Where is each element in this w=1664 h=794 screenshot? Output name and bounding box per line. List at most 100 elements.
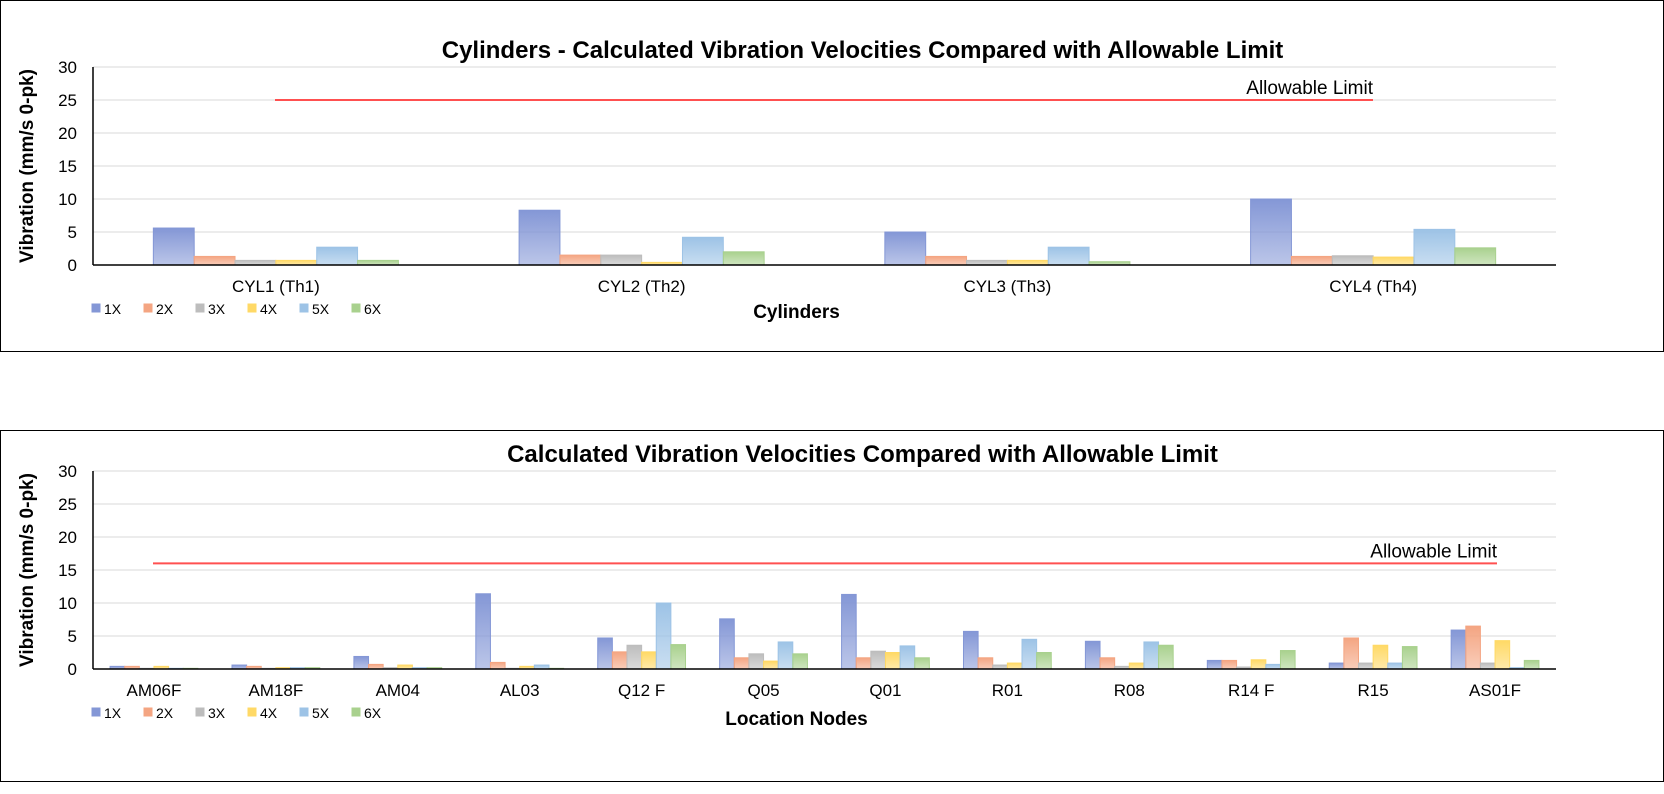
legend-swatch-6x bbox=[351, 707, 361, 717]
legend: 1X 2X 3X 4X 5X 6X bbox=[91, 705, 382, 721]
legend-label-5x: 5X bbox=[312, 705, 330, 721]
y-tick-label: 30 bbox=[58, 58, 77, 77]
bar-2x bbox=[1099, 657, 1116, 670]
bar-1x bbox=[962, 630, 979, 670]
y-axis-title: Vibration (mm/s 0-pk) bbox=[17, 69, 38, 263]
y-tick-label: 20 bbox=[58, 528, 77, 547]
location-nodes-chart-panel: Calculated Vibration Velocities Compared… bbox=[0, 430, 1664, 782]
x-category-label: R15 bbox=[1358, 681, 1389, 700]
bar-6x bbox=[1036, 652, 1052, 670]
x-category-label: Q01 bbox=[869, 681, 901, 700]
x-category-label: Q12 F bbox=[618, 681, 665, 700]
bar-4x bbox=[1250, 659, 1267, 670]
bar-4x bbox=[1372, 644, 1389, 670]
legend-swatch-3x bbox=[195, 707, 205, 717]
legend-label-3x: 3X bbox=[208, 301, 226, 317]
bar-2x bbox=[1221, 659, 1238, 670]
bar-3x bbox=[748, 653, 765, 670]
x-category-label: AL03 bbox=[500, 681, 540, 700]
legend-label-1x: 1X bbox=[104, 705, 122, 721]
bar-6x bbox=[1401, 646, 1418, 670]
bar-6x bbox=[722, 251, 765, 266]
bar-4x bbox=[1128, 662, 1145, 670]
x-category-label: R14 F bbox=[1228, 681, 1274, 700]
bar-2x bbox=[977, 657, 994, 670]
y-tick-label: 10 bbox=[58, 594, 77, 613]
legend-label-2x: 2X bbox=[156, 705, 174, 721]
bar-3x bbox=[1331, 255, 1374, 266]
x-category-label: CYL2 (Th2) bbox=[598, 277, 686, 296]
bar-4x bbox=[1372, 256, 1415, 266]
legend-swatch-6x bbox=[351, 303, 361, 313]
x-category-label: AS01F bbox=[1469, 681, 1521, 700]
x-category-label: CYL4 (Th4) bbox=[1329, 277, 1417, 296]
x-axis-title: Location Nodes bbox=[725, 709, 868, 730]
bar-5x bbox=[1143, 641, 1160, 670]
legend-swatch-2x bbox=[143, 707, 153, 717]
bar-1x bbox=[1250, 198, 1292, 266]
bar-group-as01f bbox=[1450, 625, 1540, 670]
legend-label-4x: 4X bbox=[260, 301, 278, 317]
bar-group-q05 bbox=[719, 618, 808, 670]
bar-1x bbox=[1328, 662, 1345, 670]
y-tick-label: 5 bbox=[68, 627, 77, 646]
bar-6x bbox=[1454, 247, 1497, 266]
chart-title: Cylinders - Calculated Vibration Velocit… bbox=[442, 37, 1284, 64]
bar-group-q01 bbox=[841, 593, 930, 670]
legend-swatch-5x bbox=[299, 707, 309, 717]
legend-swatch-5x bbox=[299, 303, 309, 313]
legend-swatch-3x bbox=[195, 303, 205, 313]
bar-group-q12-f bbox=[597, 602, 687, 670]
bar-2x bbox=[611, 651, 628, 670]
bar-4x bbox=[763, 660, 779, 670]
y-tick-label: 30 bbox=[58, 462, 77, 481]
y-tick-label: 25 bbox=[58, 495, 77, 514]
chart-frame bbox=[0, 0, 1664, 352]
bar-2x bbox=[733, 657, 750, 670]
bar-4x bbox=[1006, 662, 1023, 670]
bar-group-cyl3-th3- bbox=[884, 231, 1131, 266]
bar-6x bbox=[914, 657, 930, 670]
legend-swatch-2x bbox=[143, 303, 153, 313]
bar-1x bbox=[719, 618, 735, 670]
y-tick-label: 10 bbox=[58, 190, 77, 209]
y-axis-title: Vibration (mm/s 0-pk) bbox=[17, 473, 38, 667]
bar-2x bbox=[1343, 637, 1359, 670]
legend-swatch-1x bbox=[91, 303, 101, 313]
bar-5x bbox=[1413, 228, 1456, 266]
x-axis-title: Cylinders bbox=[753, 302, 840, 323]
bar-2x bbox=[925, 255, 968, 266]
cylinders-chart-panel: Cylinders - Calculated Vibration Velocit… bbox=[0, 0, 1664, 352]
legend-label-5x: 5X bbox=[312, 301, 330, 317]
bar-2x bbox=[489, 661, 506, 670]
x-category-label: R01 bbox=[992, 681, 1023, 700]
bar-3x bbox=[600, 254, 643, 266]
x-category-label: R08 bbox=[1114, 681, 1145, 700]
bar-group-r01 bbox=[962, 630, 1052, 670]
y-tick-label: 15 bbox=[58, 561, 77, 580]
bar-1x bbox=[841, 593, 857, 670]
y-tick-label: 15 bbox=[58, 157, 77, 176]
bar-5x bbox=[1021, 638, 1038, 670]
bar-2x bbox=[193, 255, 236, 266]
x-category-label: CYL1 (Th1) bbox=[232, 277, 320, 296]
y-tick-label: 20 bbox=[58, 124, 77, 143]
bar-4x bbox=[1494, 640, 1511, 670]
y-tick-label: 25 bbox=[58, 91, 77, 110]
bar-6x bbox=[670, 644, 687, 670]
bar-5x bbox=[681, 236, 724, 266]
legend-swatch-1x bbox=[91, 707, 101, 717]
legend: 1X 2X 3X 4X 5X 6X bbox=[91, 301, 382, 317]
bar-1x bbox=[475, 593, 491, 670]
bar-1x bbox=[152, 227, 195, 266]
bar-6x bbox=[1279, 650, 1296, 670]
legend-label-2x: 2X bbox=[156, 301, 174, 317]
bar-3x bbox=[626, 644, 643, 670]
bar-3x bbox=[870, 650, 886, 670]
bar-4x bbox=[641, 651, 657, 670]
bar-2x bbox=[855, 657, 872, 670]
chart-frame bbox=[0, 430, 1664, 782]
bar-6x bbox=[792, 653, 808, 670]
legend-label-4x: 4X bbox=[260, 705, 278, 721]
bar-1x bbox=[518, 209, 561, 266]
